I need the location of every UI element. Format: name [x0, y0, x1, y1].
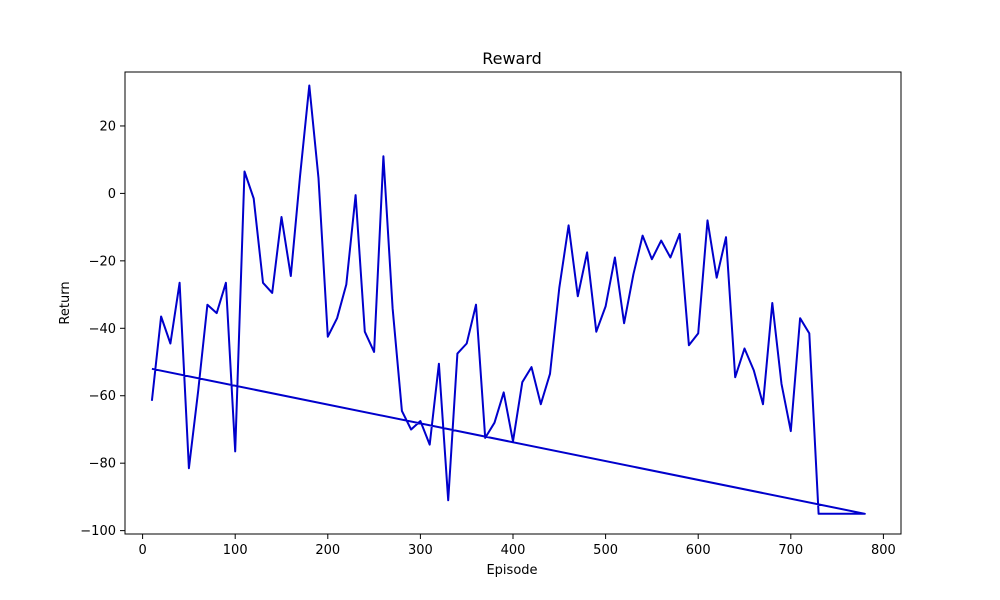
x-tick-label: 200: [315, 543, 340, 558]
x-tick-label: 300: [408, 543, 433, 558]
y-axis-label: Return: [58, 281, 73, 324]
x-tick-label: 800: [871, 543, 896, 558]
plot-area: [150, 84, 866, 515]
x-tick-label: 100: [223, 543, 248, 558]
y-tick-label: 0: [108, 187, 116, 202]
x-axis: 0 100 200 300 400 500 600 700 800: [138, 534, 896, 558]
y-axis: −100 −80 −60 −40 −20 0 20: [80, 119, 125, 539]
y-tick-label: −20: [89, 254, 116, 269]
x-tick-label: 700: [778, 543, 803, 558]
y-tick-label: −60: [89, 389, 116, 404]
series-line-0: [150, 84, 866, 515]
x-axis-label: Episode: [486, 563, 537, 578]
x-tick-label: 0: [138, 543, 146, 558]
x-tick-label: 600: [686, 543, 711, 558]
x-tick-label: 500: [593, 543, 618, 558]
y-tick-label: −80: [89, 457, 116, 472]
x-tick-label: 400: [501, 543, 526, 558]
chart-title: Reward: [482, 49, 542, 68]
y-tick-label: 20: [99, 119, 116, 134]
y-tick-label: −100: [80, 524, 116, 539]
y-tick-label: −40: [89, 322, 116, 337]
